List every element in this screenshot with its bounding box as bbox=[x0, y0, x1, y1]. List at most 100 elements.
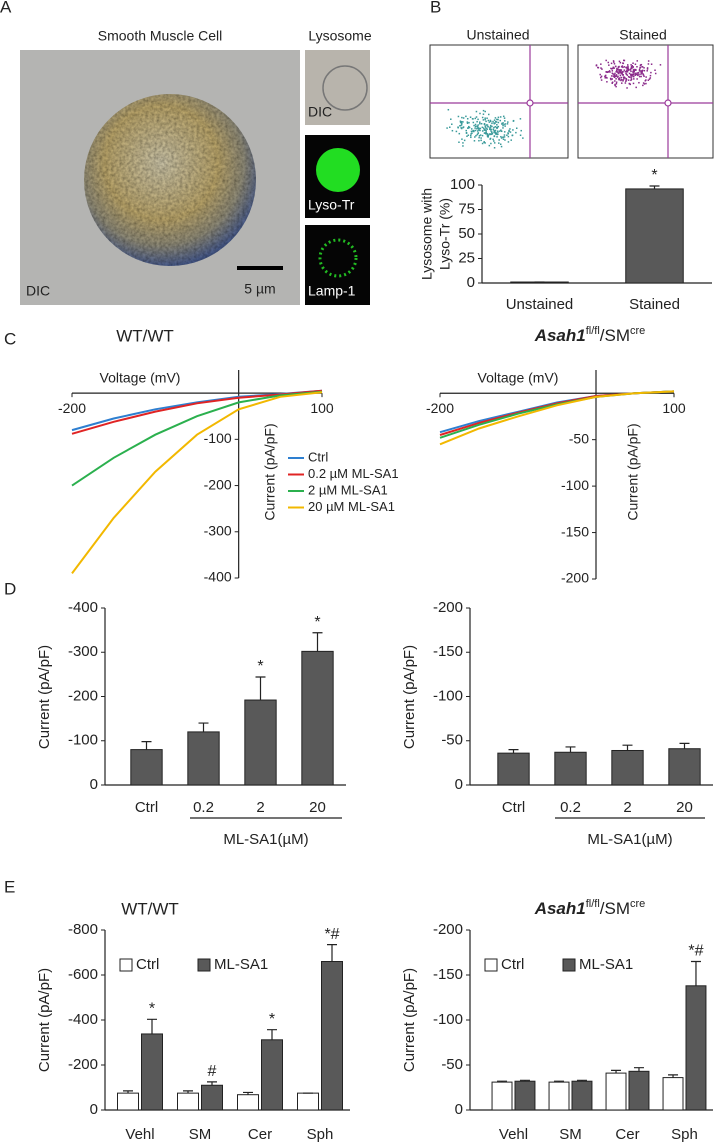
chart-title: Asah1fl/fl/SMcre bbox=[534, 325, 646, 346]
dot bbox=[474, 136, 476, 138]
dot bbox=[597, 66, 599, 69]
dot bbox=[504, 123, 507, 125]
side-title: Lysosome bbox=[308, 28, 372, 44]
dot bbox=[476, 133, 479, 136]
dot bbox=[618, 78, 620, 81]
x-tick-label: 2 bbox=[623, 799, 631, 816]
dot bbox=[646, 70, 648, 72]
dot bbox=[621, 82, 623, 84]
x-tick-label: Unstained bbox=[506, 296, 574, 313]
dot bbox=[500, 135, 502, 138]
bar bbox=[301, 650, 334, 786]
x-tick-label: 20 bbox=[676, 799, 693, 816]
dot bbox=[611, 81, 614, 83]
dot bbox=[611, 78, 613, 80]
annotation: *# bbox=[324, 926, 339, 943]
dot bbox=[471, 118, 474, 120]
error-bar bbox=[690, 960, 701, 986]
dot bbox=[604, 75, 606, 78]
dot bbox=[496, 133, 499, 136]
dot bbox=[616, 76, 619, 78]
error-bar bbox=[508, 749, 519, 754]
dot bbox=[645, 76, 647, 78]
legend-swatch bbox=[562, 958, 576, 972]
dot bbox=[618, 65, 620, 68]
x-tick-label: SM bbox=[189, 1126, 212, 1143]
bar bbox=[668, 748, 701, 786]
dot bbox=[618, 70, 621, 73]
annotation: * bbox=[257, 658, 263, 675]
dot bbox=[476, 127, 478, 130]
dot bbox=[600, 79, 603, 81]
dot bbox=[643, 75, 645, 77]
dot bbox=[618, 69, 621, 71]
bar bbox=[571, 1080, 593, 1111]
dot bbox=[499, 143, 502, 146]
bar bbox=[628, 1070, 650, 1111]
dot bbox=[621, 73, 624, 76]
error-bar bbox=[327, 944, 337, 962]
dot bbox=[622, 79, 624, 81]
dot bbox=[447, 108, 450, 111]
y-axis-label: Current (pA/pF) bbox=[401, 645, 418, 749]
dot bbox=[605, 59, 607, 62]
bar bbox=[548, 1081, 570, 1111]
dot bbox=[640, 71, 642, 73]
dot bbox=[496, 127, 498, 130]
bar bbox=[685, 985, 707, 1111]
dot bbox=[622, 80, 624, 82]
dot bbox=[640, 75, 642, 78]
error-bar bbox=[147, 1018, 157, 1034]
dot bbox=[636, 60, 639, 62]
dot bbox=[484, 118, 486, 121]
dot bbox=[488, 144, 491, 147]
bar bbox=[625, 188, 684, 284]
x-tick-label: Vehl bbox=[499, 1126, 528, 1143]
dot bbox=[607, 61, 610, 64]
dot bbox=[504, 120, 506, 122]
dot bbox=[612, 60, 615, 62]
y-tick-label: -150 bbox=[561, 523, 589, 539]
dot bbox=[496, 123, 498, 126]
dot bbox=[503, 134, 506, 136]
error-bar bbox=[255, 676, 266, 701]
x-tick-label: 20 bbox=[309, 799, 326, 816]
dot bbox=[482, 109, 485, 112]
dot bbox=[489, 120, 492, 123]
error-bar bbox=[611, 1069, 622, 1074]
dot bbox=[650, 63, 653, 65]
bar bbox=[662, 1077, 684, 1111]
dot bbox=[479, 129, 481, 132]
dot bbox=[469, 134, 472, 137]
dot bbox=[459, 124, 462, 127]
dot bbox=[632, 71, 634, 73]
y-tick-label: -400 bbox=[68, 1011, 98, 1028]
dot bbox=[489, 138, 491, 140]
y-tick-label: 0 bbox=[90, 776, 98, 793]
dot bbox=[615, 65, 617, 68]
dot bbox=[626, 66, 628, 69]
title-part: cre bbox=[630, 325, 645, 337]
dot bbox=[499, 130, 501, 132]
y-tick-label: -150 bbox=[433, 966, 463, 983]
dot bbox=[635, 73, 637, 76]
thumb-lamp1 bbox=[305, 225, 370, 305]
dot bbox=[618, 60, 621, 63]
dot bbox=[462, 121, 464, 123]
dot bbox=[633, 72, 635, 75]
thumb-dic bbox=[305, 50, 370, 125]
dot bbox=[625, 66, 627, 69]
dot bbox=[632, 62, 634, 64]
dot bbox=[494, 117, 497, 119]
dot bbox=[477, 126, 479, 128]
x-tick-label: Cer bbox=[248, 1126, 272, 1143]
error-bar bbox=[198, 722, 209, 732]
dot bbox=[633, 69, 636, 71]
y-tick-label: -300 bbox=[204, 522, 232, 538]
dot bbox=[635, 72, 637, 75]
dot bbox=[616, 71, 618, 73]
dot bbox=[643, 69, 646, 72]
dot bbox=[458, 141, 460, 143]
x-axis-label: Voltage (mV) bbox=[478, 370, 559, 386]
dot bbox=[609, 71, 611, 73]
